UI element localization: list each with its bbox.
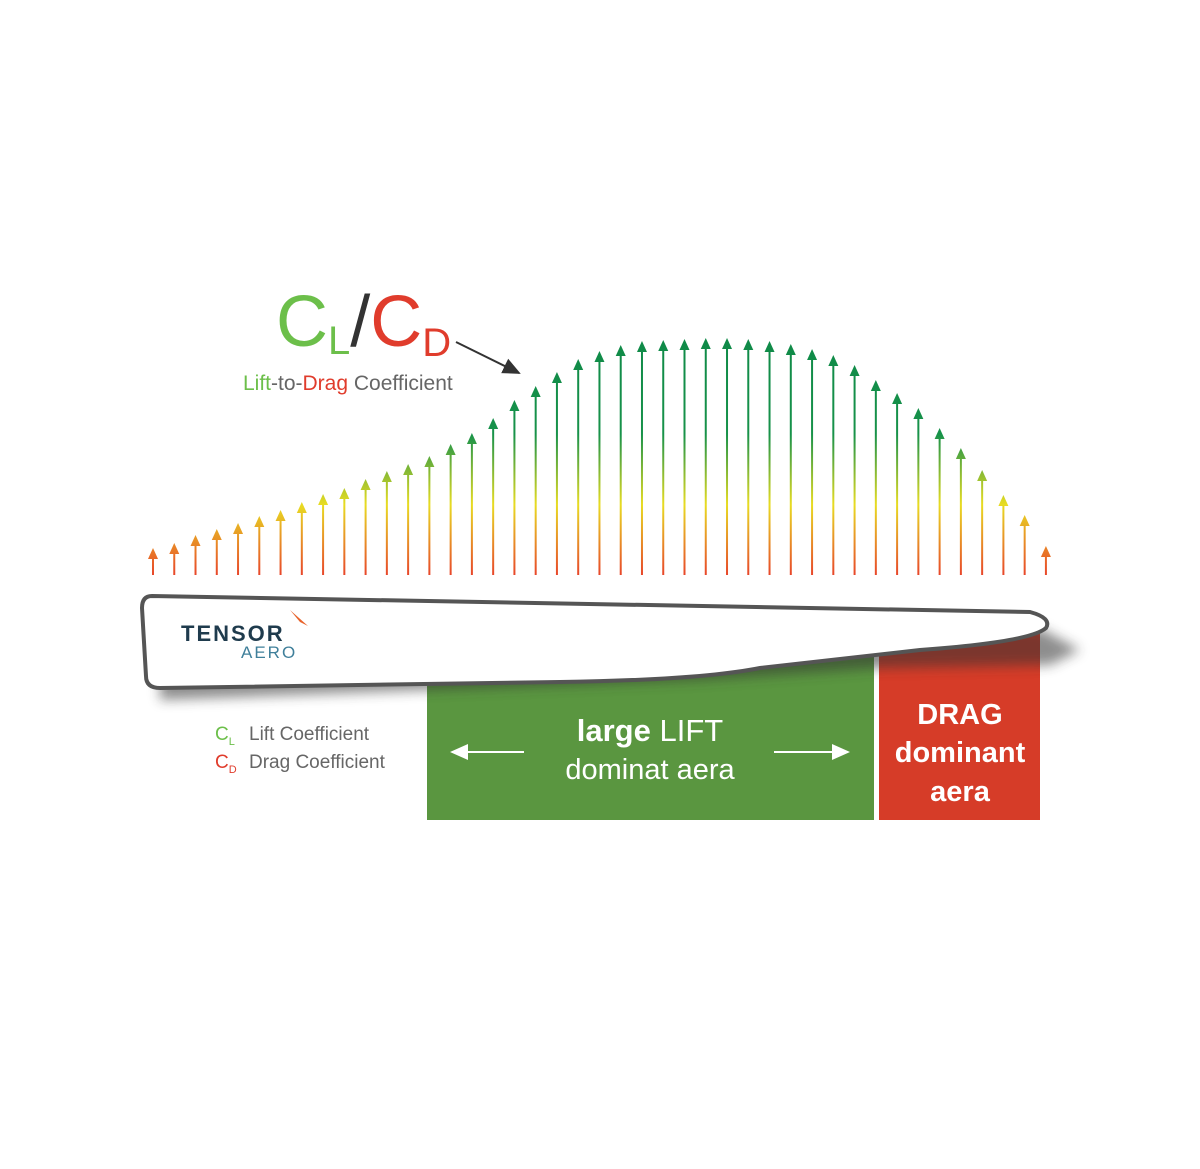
force-arrow-head <box>488 418 499 429</box>
logo-line2: AERO <box>241 643 297 662</box>
force-arrow-head <box>594 351 605 362</box>
force-arrow-head <box>743 339 754 350</box>
force-arrow-head <box>785 344 796 355</box>
force-arrow-head <box>190 535 201 546</box>
lift-zone-line2: dominat aera <box>565 754 735 786</box>
force-arrow-head <box>403 464 414 475</box>
force-arrow-head <box>466 433 477 444</box>
blade <box>139 593 1050 691</box>
ratio-symbol: CL/CD <box>276 282 451 365</box>
force-arrow-head <box>211 529 222 540</box>
force-arrow-head <box>807 349 818 360</box>
force-arrow-head <box>722 338 733 349</box>
pointer-arrow <box>455 341 521 374</box>
force-arrow-head <box>233 523 244 534</box>
force-arrow-head <box>998 495 1009 506</box>
force-arrow-head <box>977 470 988 481</box>
force-arrow-head <box>573 359 584 370</box>
force-arrow-head <box>551 372 562 383</box>
force-arrow-head <box>509 400 520 411</box>
force-arrow-head <box>254 516 265 527</box>
force-arrow-head <box>892 393 903 404</box>
force-arrow-head <box>381 471 392 482</box>
subtitle: Lift-to-Drag Coefficient <box>243 372 453 395</box>
force-arrows <box>148 338 1051 575</box>
force-arrow-head <box>658 340 669 351</box>
force-arrow-head <box>870 380 881 391</box>
force-arrow-head <box>275 510 286 521</box>
force-arrow-head <box>934 428 945 439</box>
force-arrow-head <box>360 479 371 490</box>
legend-lift-symbol: CL <box>215 724 235 748</box>
force-arrow-head <box>636 341 647 352</box>
drag-zone-line: DRAG <box>917 699 1002 731</box>
force-arrow-head <box>849 365 860 376</box>
force-arrow-head <box>1040 546 1051 557</box>
force-arrow-head <box>1019 515 1030 526</box>
force-arrow-head <box>955 448 966 459</box>
force-arrow-head <box>296 502 307 513</box>
legend-lift-label: Lift Coefficient <box>249 724 370 745</box>
legend-drag-symbol: CD <box>215 752 237 776</box>
force-arrow-head <box>530 386 541 397</box>
force-arrow-head <box>615 345 626 356</box>
force-arrow-head <box>700 338 711 349</box>
force-arrow-head <box>679 339 690 350</box>
force-arrow-head <box>913 408 924 419</box>
force-arrow-head <box>148 548 158 559</box>
legend-drag-label: Drag Coefficient <box>249 752 386 773</box>
force-arrow-head <box>339 488 350 499</box>
force-arrow-head <box>828 355 839 366</box>
drag-zone-line: aera <box>930 776 991 808</box>
force-arrow-head <box>169 543 180 554</box>
force-arrow-head <box>424 456 435 467</box>
force-arrow-head <box>318 494 329 505</box>
drag-zone-line: dominant <box>895 737 1026 769</box>
force-arrow-head <box>764 341 775 352</box>
force-arrow-head <box>445 444 456 455</box>
logo-line1: TENSOR <box>181 621 285 646</box>
lift-zone-line1: large LIFT <box>577 713 724 748</box>
logo-mark <box>290 610 308 626</box>
